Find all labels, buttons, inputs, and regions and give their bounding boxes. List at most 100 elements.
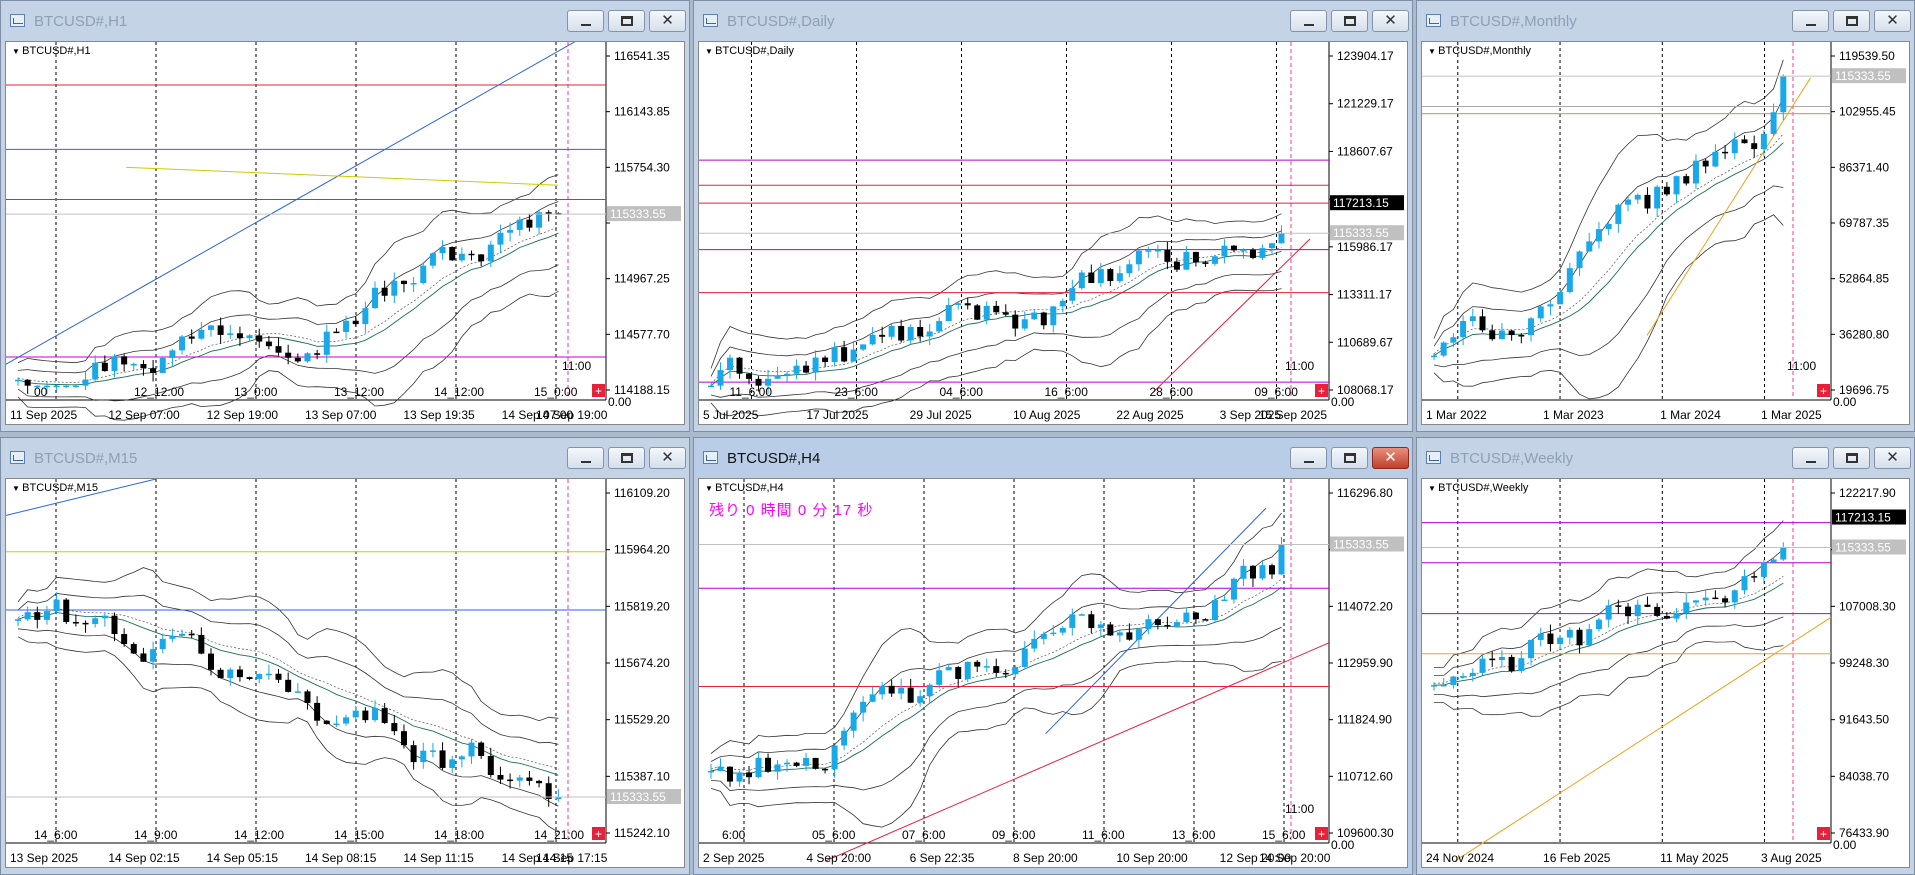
maximize-button[interactable] [608,10,645,32]
chart-window-2[interactable]: BTCUSD#,Daily ✕ 123904.17 121229.17 118607.6… [693,0,1413,432]
chart-area[interactable]: 122217.90 107008.30 99248.30 91643.50 84038.… [1421,478,1910,868]
moving-average-dashed [17,608,559,770]
maximize-button[interactable] [1833,447,1870,469]
separator-label: 28_6:00 [1150,385,1194,399]
chart-area[interactable]: 119539.50 102955.45 86371.40 69787.35 52864.… [1421,41,1910,425]
title-bar[interactable]: BTCUSD#,H4 ✕ [694,438,1412,478]
candle-bull [1154,249,1161,252]
close-button[interactable]: ✕ [1874,10,1911,32]
separator-label: 09_6:00 [992,828,1036,842]
separator-label: 14_12:00 [434,385,484,399]
chart-window-5[interactable]: BTCUSD#,H4 ✕ 116296.80 114072.20 112959.90 11… [693,437,1413,875]
chart-canvas[interactable]: 116541.35 116143.85 115754.30 114967.25 1145… [6,42,685,425]
candle-bull [1615,204,1622,224]
svg-text:115333.55: 115333.55 [610,790,666,804]
candle-bear [1088,614,1095,629]
moving-average [17,611,559,776]
chart-window-4[interactable]: BTCUSD#,M15 ✕ 116109.20 115964.20 115819.20 1… [0,437,690,875]
chart-area[interactable]: 123904.17 121229.17 118607.67 115986.17 1133… [698,41,1408,425]
maximize-icon [1344,453,1356,463]
price-label: 116109.20 [614,486,670,500]
minimize-button[interactable] [1792,447,1829,469]
close-button[interactable]: ✕ [649,10,686,32]
candle-bull [1518,658,1525,671]
time-marker-label: 11:00 [1787,359,1816,373]
candle-bear [727,766,734,782]
candle-bear [822,357,829,363]
chart-canvas[interactable]: 123904.17 121229.17 118607.67 115986.17 1133… [699,42,1408,425]
plus-box-icon[interactable]: + [592,384,605,398]
title-bar[interactable]: BTCUSD#,M15 ✕ [1,438,689,478]
moving-average [1433,142,1784,356]
candle-bear [1722,151,1729,154]
chart-area[interactable]: 116296.80 114072.20 112959.90 111824.90 1107… [698,478,1408,868]
candle-bull [1145,619,1152,630]
candle-bull [536,212,543,228]
candle-bull [888,325,895,337]
time-axis-label: 10 Aug 2025 [1013,408,1081,422]
plus-box-icon[interactable]: + [592,827,605,841]
candle-bear [1751,576,1758,578]
minimize-button[interactable] [567,447,604,469]
plus-box-icon[interactable]: + [1315,384,1328,398]
minimize-button[interactable] [567,10,604,32]
bollinger-band [17,592,559,745]
title-bar[interactable]: BTCUSD#,Daily ✕ [694,1,1412,41]
candle-bull [1537,633,1544,640]
close-button[interactable]: ✕ [1372,10,1409,32]
chart-area[interactable]: 116541.35 116143.85 115754.30 114967.25 1145… [5,41,685,425]
minimize-button[interactable] [1792,10,1829,32]
candle-bull [1566,629,1573,638]
chart-area[interactable]: 116109.20 115964.20 115819.20 115674.20 1155… [5,478,685,868]
candle-bear [198,634,205,654]
maximize-button[interactable] [1331,10,1368,32]
maximize-icon [1344,16,1356,26]
minimize-button[interactable] [1290,10,1327,32]
candle-bear [188,633,195,636]
chart-window-6[interactable]: BTCUSD#,Weekly ✕ 122217.90 107008.30 99248.3… [1416,437,1915,875]
time-axis-label: 1 Mar 2023 [1543,408,1604,422]
maximize-button[interactable] [1331,447,1368,469]
candle-bear [72,622,79,624]
candle-bull [1031,638,1038,649]
plus-box-icon[interactable]: + [1315,827,1328,841]
candle-bull [1692,600,1699,603]
bollinger-band [710,288,1282,417]
minimize-button[interactable] [1290,447,1327,469]
close-button[interactable]: ✕ [1874,447,1911,469]
close-button[interactable]: ✕ [1372,447,1409,469]
chart-canvas[interactable]: 116296.80 114072.20 112959.90 111824.90 1107… [699,479,1408,868]
title-bar[interactable]: BTCUSD#,Weekly ✕ [1417,438,1914,478]
candle-bull [1741,576,1748,591]
countdown-text: 残り 0 時間 0 分 17 秒 [709,502,874,519]
candle-bear [1663,186,1670,195]
chart-canvas[interactable]: 122217.90 107008.30 99248.30 91643.50 84038.… [1422,479,1910,868]
title-bar[interactable]: BTCUSD#,H1 ✕ [1,1,689,41]
time-axis-label: 1 Mar 2024 [1660,408,1721,422]
price-label: 116541.35 [614,49,670,63]
svg-text:115333.55: 115333.55 [610,207,666,221]
current-price-tag: 115333.55 [1832,539,1906,555]
time-marker-label: 11:00 [562,359,591,373]
price-label: 84038.70 [1839,769,1889,783]
candle-bull [304,353,311,362]
axis-corner-value: 0.00 [608,395,632,409]
separator-label: 14_9:00 [134,828,178,842]
plus-box-icon[interactable]: + [1817,384,1830,398]
symbol-label: BTCUSD#,Monthly [1428,45,1531,57]
maximize-button[interactable] [1833,10,1870,32]
plus-box-icon[interactable]: + [1817,827,1830,841]
maximize-button[interactable] [608,447,645,469]
close-button[interactable]: ✕ [649,447,686,469]
candle-bear [381,287,388,296]
title-bar[interactable]: BTCUSD#,Monthly ✕ [1417,1,1914,41]
candle-bull [1183,612,1190,623]
chart-canvas[interactable]: 116109.20 115964.20 115819.20 115674.20 1155… [6,479,685,868]
candle-bear [150,368,157,373]
candle-bear [545,212,552,214]
chart-canvas[interactable]: 119539.50 102955.45 86371.40 69787.35 52864.… [1422,42,1910,425]
candle-bull [24,612,31,620]
chart-window-3[interactable]: BTCUSD#,Monthly ✕ 119539.50 102955.45 86371.… [1416,0,1915,432]
chart-window-1[interactable]: BTCUSD#,H1 ✕ 116541.35 116143.85 115754.30 11… [0,0,690,432]
candle-bull [727,357,734,371]
